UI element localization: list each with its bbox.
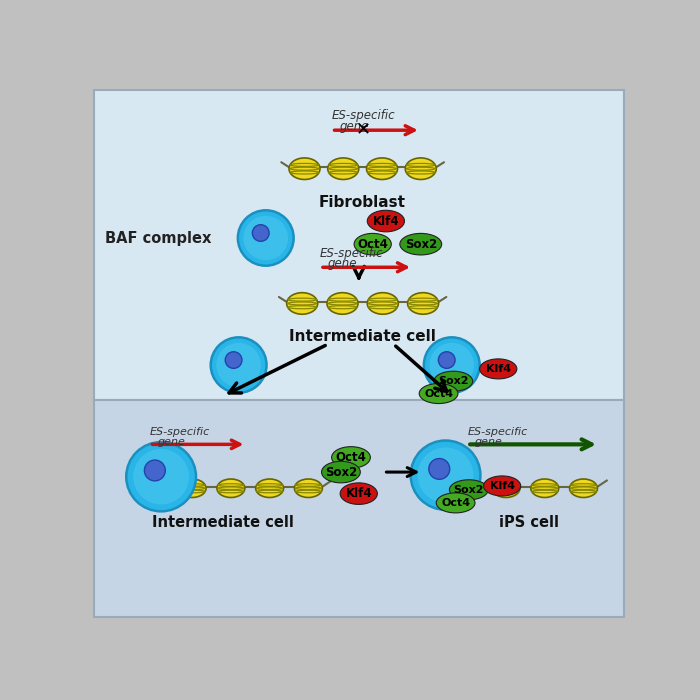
Ellipse shape	[449, 480, 488, 500]
Text: ES-specific: ES-specific	[320, 246, 384, 260]
Text: Oct4: Oct4	[424, 389, 453, 398]
Ellipse shape	[321, 461, 360, 483]
FancyBboxPatch shape	[94, 400, 624, 617]
Ellipse shape	[531, 479, 559, 498]
Text: Intermediate cell: Intermediate cell	[152, 515, 294, 530]
Circle shape	[225, 351, 242, 368]
Ellipse shape	[407, 293, 439, 314]
Circle shape	[411, 440, 480, 510]
Ellipse shape	[405, 158, 436, 179]
Text: Klf4: Klf4	[372, 215, 399, 228]
Ellipse shape	[484, 476, 521, 496]
Text: Oct4: Oct4	[335, 451, 366, 464]
Text: Intermediate cell: Intermediate cell	[289, 329, 436, 344]
Ellipse shape	[492, 479, 520, 498]
Ellipse shape	[327, 293, 358, 314]
Text: Klf4: Klf4	[486, 364, 511, 374]
Text: ES-specific: ES-specific	[150, 427, 210, 437]
Ellipse shape	[178, 479, 206, 498]
Ellipse shape	[295, 479, 322, 498]
Ellipse shape	[480, 359, 517, 379]
Ellipse shape	[289, 158, 320, 179]
Ellipse shape	[419, 384, 458, 403]
Circle shape	[429, 343, 474, 387]
Ellipse shape	[354, 233, 391, 255]
Circle shape	[424, 337, 480, 393]
Text: ES-specific: ES-specific	[332, 109, 396, 122]
Ellipse shape	[332, 447, 370, 468]
Ellipse shape	[434, 371, 473, 391]
Text: gene: gene	[158, 438, 185, 447]
Text: Sox2: Sox2	[405, 238, 437, 251]
Circle shape	[144, 460, 165, 481]
Text: Fibroblast: Fibroblast	[319, 195, 406, 210]
Text: Sox2: Sox2	[454, 485, 484, 495]
Ellipse shape	[287, 293, 318, 314]
Text: iPS cell: iPS cell	[499, 515, 559, 530]
Circle shape	[238, 210, 294, 266]
Circle shape	[211, 337, 267, 393]
Text: Oct4: Oct4	[441, 498, 470, 508]
Text: ES-specific: ES-specific	[468, 427, 528, 437]
Circle shape	[244, 216, 288, 260]
Ellipse shape	[400, 233, 442, 255]
Ellipse shape	[256, 479, 284, 498]
Circle shape	[253, 225, 269, 242]
Text: ✕: ✕	[356, 121, 370, 139]
Ellipse shape	[436, 493, 475, 513]
Circle shape	[216, 343, 261, 387]
Ellipse shape	[367, 158, 398, 179]
Circle shape	[126, 442, 196, 511]
Circle shape	[418, 447, 473, 503]
Text: Sox2: Sox2	[325, 466, 357, 479]
Text: gene: gene	[328, 258, 357, 270]
Text: Klf4: Klf4	[489, 481, 514, 491]
Circle shape	[438, 351, 455, 368]
Text: Klf4: Klf4	[345, 487, 372, 500]
Circle shape	[429, 458, 449, 480]
Text: Oct4: Oct4	[357, 238, 388, 251]
Ellipse shape	[340, 483, 377, 505]
Text: gene: gene	[475, 438, 503, 447]
Ellipse shape	[368, 210, 405, 232]
Text: BAF complex: BAF complex	[104, 230, 211, 246]
Ellipse shape	[368, 293, 398, 314]
Ellipse shape	[328, 158, 358, 179]
Text: Sox2: Sox2	[438, 376, 468, 386]
Circle shape	[133, 449, 189, 505]
Text: gene: gene	[340, 120, 369, 133]
Ellipse shape	[454, 479, 481, 498]
FancyBboxPatch shape	[94, 90, 624, 400]
Ellipse shape	[217, 479, 245, 498]
Ellipse shape	[570, 479, 598, 498]
